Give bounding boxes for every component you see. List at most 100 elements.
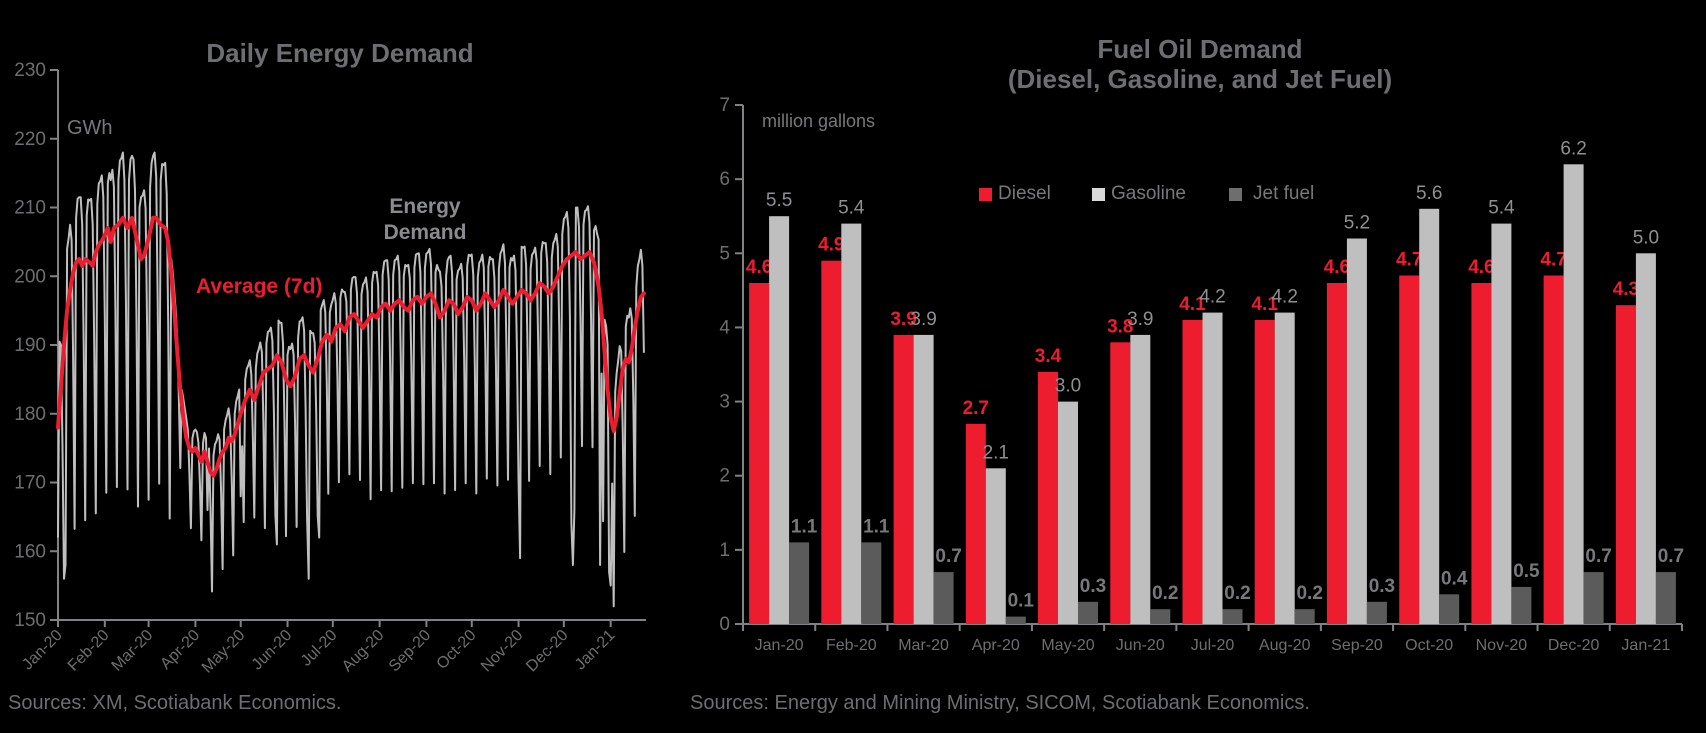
bar-label-gasoline-Jun-20: 3.9 xyxy=(1127,309,1153,330)
right-x-category-label: Jun-20 xyxy=(1116,637,1165,654)
bar-label-gasoline-Aug-20: 4.2 xyxy=(1271,287,1297,308)
right-y-tick-label: 7 xyxy=(719,95,730,116)
bar-label-jet-fuel-Mar-20: 0.7 xyxy=(935,546,961,567)
right-x-category-label: Nov-20 xyxy=(1476,637,1528,654)
right-x-category-label: Oct-20 xyxy=(1405,637,1453,654)
right-x-category-label: Apr-20 xyxy=(972,637,1020,654)
bar-jet-fuel-Jan-20 xyxy=(789,542,810,624)
bar-label-diesel-Jan-20: 4.6 xyxy=(746,257,772,278)
bar-jet-fuel-Aug-20 xyxy=(1294,609,1315,624)
left-x-tick-label: Mar-20 xyxy=(109,627,157,675)
average-7d-line xyxy=(56,215,646,478)
bar-label-diesel-Mar-20: 3.9 xyxy=(890,309,916,330)
left-y-tick-label: 160 xyxy=(14,541,46,562)
left-y-tick-label: 170 xyxy=(14,473,46,494)
bar-diesel-Jan-21 xyxy=(1615,305,1636,624)
bar-label-diesel-Jul-20: 4.1 xyxy=(1179,294,1206,315)
left-source-text: Sources: XM, Scotiabank Economics. xyxy=(8,692,342,714)
legend-item-diesel: Diesel xyxy=(979,183,1051,205)
avg-series-annotation: Average (7d) xyxy=(196,275,323,298)
right-chart: 0 1 2 3 4 5 6 7 4.6 5.5 1.1 Jan-20 4.9 5.4 1.1 Feb-20 3.… xyxy=(719,95,1684,654)
bar-label-gasoline-Jan-20: 5.5 xyxy=(766,190,792,211)
right-y-tick-label: 6 xyxy=(719,169,730,190)
bar-gasoline-Jul-20 xyxy=(1202,312,1223,624)
bar-label-jet-fuel-Sep-20: 0.3 xyxy=(1369,576,1395,597)
right-y-tick-label: 2 xyxy=(719,466,730,487)
bar-label-gasoline-Mar-20: 3.9 xyxy=(910,309,936,330)
left-x-tick-label: Jun-20 xyxy=(249,627,296,674)
left-chart-title: Daily Energy Demand xyxy=(206,38,474,68)
left-chart: 150160170180190200210220230Jan-20Feb-20M… xyxy=(14,60,646,677)
bar-diesel-Dec-20 xyxy=(1543,275,1564,624)
bar-gasoline-Jan-21 xyxy=(1635,253,1656,625)
bar-jet-fuel-Nov-20 xyxy=(1511,586,1532,624)
left-x-tick-label: Feb-20 xyxy=(65,627,113,675)
bar-diesel-May-20 xyxy=(1038,371,1058,624)
left-axes xyxy=(57,70,646,621)
bar-label-gasoline-Jan-21: 5.0 xyxy=(1633,227,1659,248)
bar-label-gasoline-Oct-20: 5.6 xyxy=(1416,183,1442,204)
bar-jet-fuel-Jun-20 xyxy=(1150,609,1171,624)
right-x-category-label: May-20 xyxy=(1041,637,1094,654)
legend-item-gasoline: Gasoline xyxy=(1092,183,1186,205)
bar-diesel-Sep-20 xyxy=(1326,283,1347,624)
left-y-tick-label: 190 xyxy=(14,335,46,356)
bar-gasoline-May-20 xyxy=(1058,401,1078,624)
legend-item-jetfuel: Jet fuel xyxy=(1229,183,1314,205)
left-x-tick-label: Nov-20 xyxy=(478,627,527,676)
daily-series-annotation-line2: Demand xyxy=(383,221,467,244)
bar-label-gasoline-May-20: 3.0 xyxy=(1055,376,1081,397)
bar-gasoline-Apr-20 xyxy=(985,468,1006,624)
bar-label-diesel-May-20: 3.4 xyxy=(1035,346,1062,367)
right-y-unit-label: million gallons xyxy=(762,111,876,131)
bar-gasoline-Aug-20 xyxy=(1274,312,1295,624)
bar-jet-fuel-Mar-20 xyxy=(933,572,954,624)
legend-label-jetfuel: Jet fuel xyxy=(1253,183,1315,204)
left-x-tick-label: Oct-20 xyxy=(434,627,480,673)
bar-diesel-Feb-20 xyxy=(821,260,842,624)
right-y-tick-label: 0 xyxy=(719,614,730,635)
bar-label-diesel-Jun-20: 3.8 xyxy=(1107,316,1133,337)
bar-jet-fuel-Jan-21 xyxy=(1655,572,1676,624)
bar-label-jet-fuel-Jan-20: 1.1 xyxy=(791,516,818,537)
right-x-category-label: Jan-21 xyxy=(1621,637,1670,654)
legend-label-diesel: Diesel xyxy=(998,183,1051,204)
right-source-text: Sources: Energy and Mining Ministry, SIC… xyxy=(690,692,1310,714)
left-x-tick-label: Jan-20 xyxy=(19,627,66,674)
bar-gasoline-Sep-20 xyxy=(1346,238,1367,624)
bar-label-gasoline-Feb-20: 5.4 xyxy=(838,198,865,219)
bar-label-jet-fuel-Jul-20: 0.2 xyxy=(1224,583,1250,604)
right-chart-title-line1: Fuel Oil Demand xyxy=(1097,34,1303,64)
left-y-tick-label: 230 xyxy=(14,60,46,81)
left-y-unit-label: GWh xyxy=(67,117,113,139)
bar-label-diesel-Oct-20: 4.7 xyxy=(1396,250,1422,271)
bar-label-gasoline-Apr-20: 2.1 xyxy=(983,442,1009,463)
bar-label-gasoline-Dec-20: 6.2 xyxy=(1560,138,1586,159)
right-x-category-label: Mar-20 xyxy=(898,637,949,654)
bar-label-jet-fuel-Aug-20: 0.2 xyxy=(1296,583,1322,604)
left-x-tick-label: Aug-20 xyxy=(339,627,388,676)
daily-energy-demand-line xyxy=(57,151,645,608)
bar-label-diesel-Apr-20: 2.7 xyxy=(963,398,989,419)
left-x-tick-label: Dec-20 xyxy=(523,627,572,676)
left-y-tick-label: 220 xyxy=(14,129,46,150)
diesel-swatch-icon xyxy=(979,187,992,201)
bar-diesel-Oct-20 xyxy=(1399,275,1420,624)
right-x-category-label: Jul-20 xyxy=(1191,637,1235,654)
bar-gasoline-Mar-20 xyxy=(913,334,934,624)
bar-label-diesel-Nov-20: 4.6 xyxy=(1468,257,1494,278)
left-y-tick-label: 200 xyxy=(14,266,46,287)
right-x-category-label: Sep-20 xyxy=(1331,637,1383,654)
right-x-category-label: Dec-20 xyxy=(1548,637,1600,654)
jet-fuel-swatch-icon xyxy=(1229,187,1242,201)
bar-label-jet-fuel-Dec-20: 0.7 xyxy=(1585,546,1611,567)
left-x-tick-label: Jul-20 xyxy=(298,627,341,670)
bar-label-gasoline-Sep-20: 5.2 xyxy=(1344,213,1370,234)
bar-diesel-Jan-20 xyxy=(749,283,770,624)
bar-label-jet-fuel-Apr-20: 0.1 xyxy=(1008,591,1035,612)
bar-label-jet-fuel-Jun-20: 0.2 xyxy=(1152,583,1178,604)
right-y-tick-label: 5 xyxy=(719,243,730,264)
bar-label-diesel-Jan-21: 4.3 xyxy=(1613,279,1639,300)
